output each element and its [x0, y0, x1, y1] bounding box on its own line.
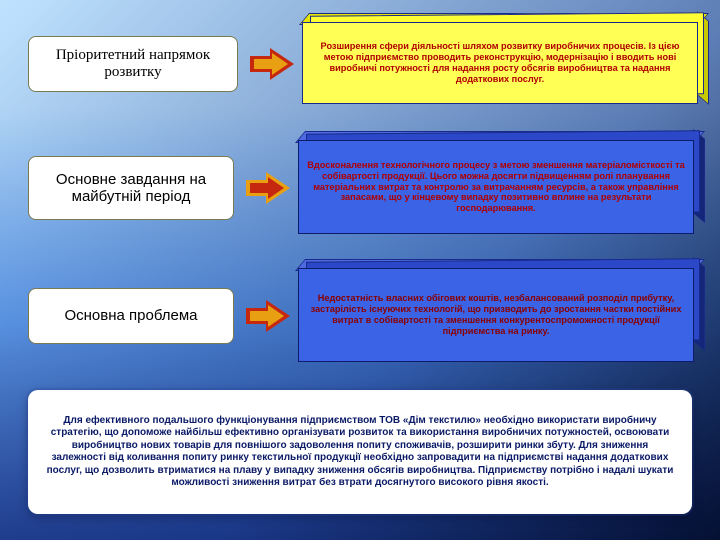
row-task: Основне завдання на майбутній період Вдо…: [0, 140, 720, 236]
label-problem: Основна проблема: [28, 288, 234, 343]
label-priority: Пріоритетний напрямок розвитку: [28, 36, 238, 93]
row-problem: Основна проблема Недостатність власних о…: [0, 268, 720, 364]
content-priority-text: Розширення сфери діяльності шляхом розви…: [311, 41, 689, 84]
arrow-icon: [244, 298, 292, 334]
content-task-text: Вдосконалення технологічного процесу з м…: [307, 160, 685, 214]
content-priority: Розширення сфери діяльності шляхом розви…: [302, 22, 702, 106]
summary-box: Для ефективного подальшого функціонуванн…: [28, 390, 692, 514]
label-task-text: Основне завдання на майбутній період: [35, 171, 227, 206]
content-problem: Недостатність власних обігових коштів, н…: [298, 268, 698, 364]
content-problem-text: Недостатність власних обігових коштів, н…: [307, 293, 685, 336]
content-task: Вдосконалення технологічного процесу з м…: [298, 140, 698, 236]
arrow-icon: [244, 170, 292, 206]
row-priority: Пріоритетний напрямок розвитку Розширенн…: [0, 22, 720, 106]
label-priority-text: Пріоритетний напрямок розвитку: [37, 47, 229, 82]
content-problem-front: Недостатність власних обігових коштів, н…: [298, 268, 694, 362]
content-priority-front: Розширення сфери діяльності шляхом розви…: [302, 22, 698, 104]
content-task-front: Вдосконалення технологічного процесу з м…: [298, 140, 694, 234]
label-problem-text: Основна проблема: [35, 307, 227, 324]
label-task: Основне завдання на майбутній період: [28, 156, 234, 221]
summary-text: Для ефективного подальшого функціонуванн…: [44, 415, 676, 490]
arrow-icon: [248, 46, 296, 82]
